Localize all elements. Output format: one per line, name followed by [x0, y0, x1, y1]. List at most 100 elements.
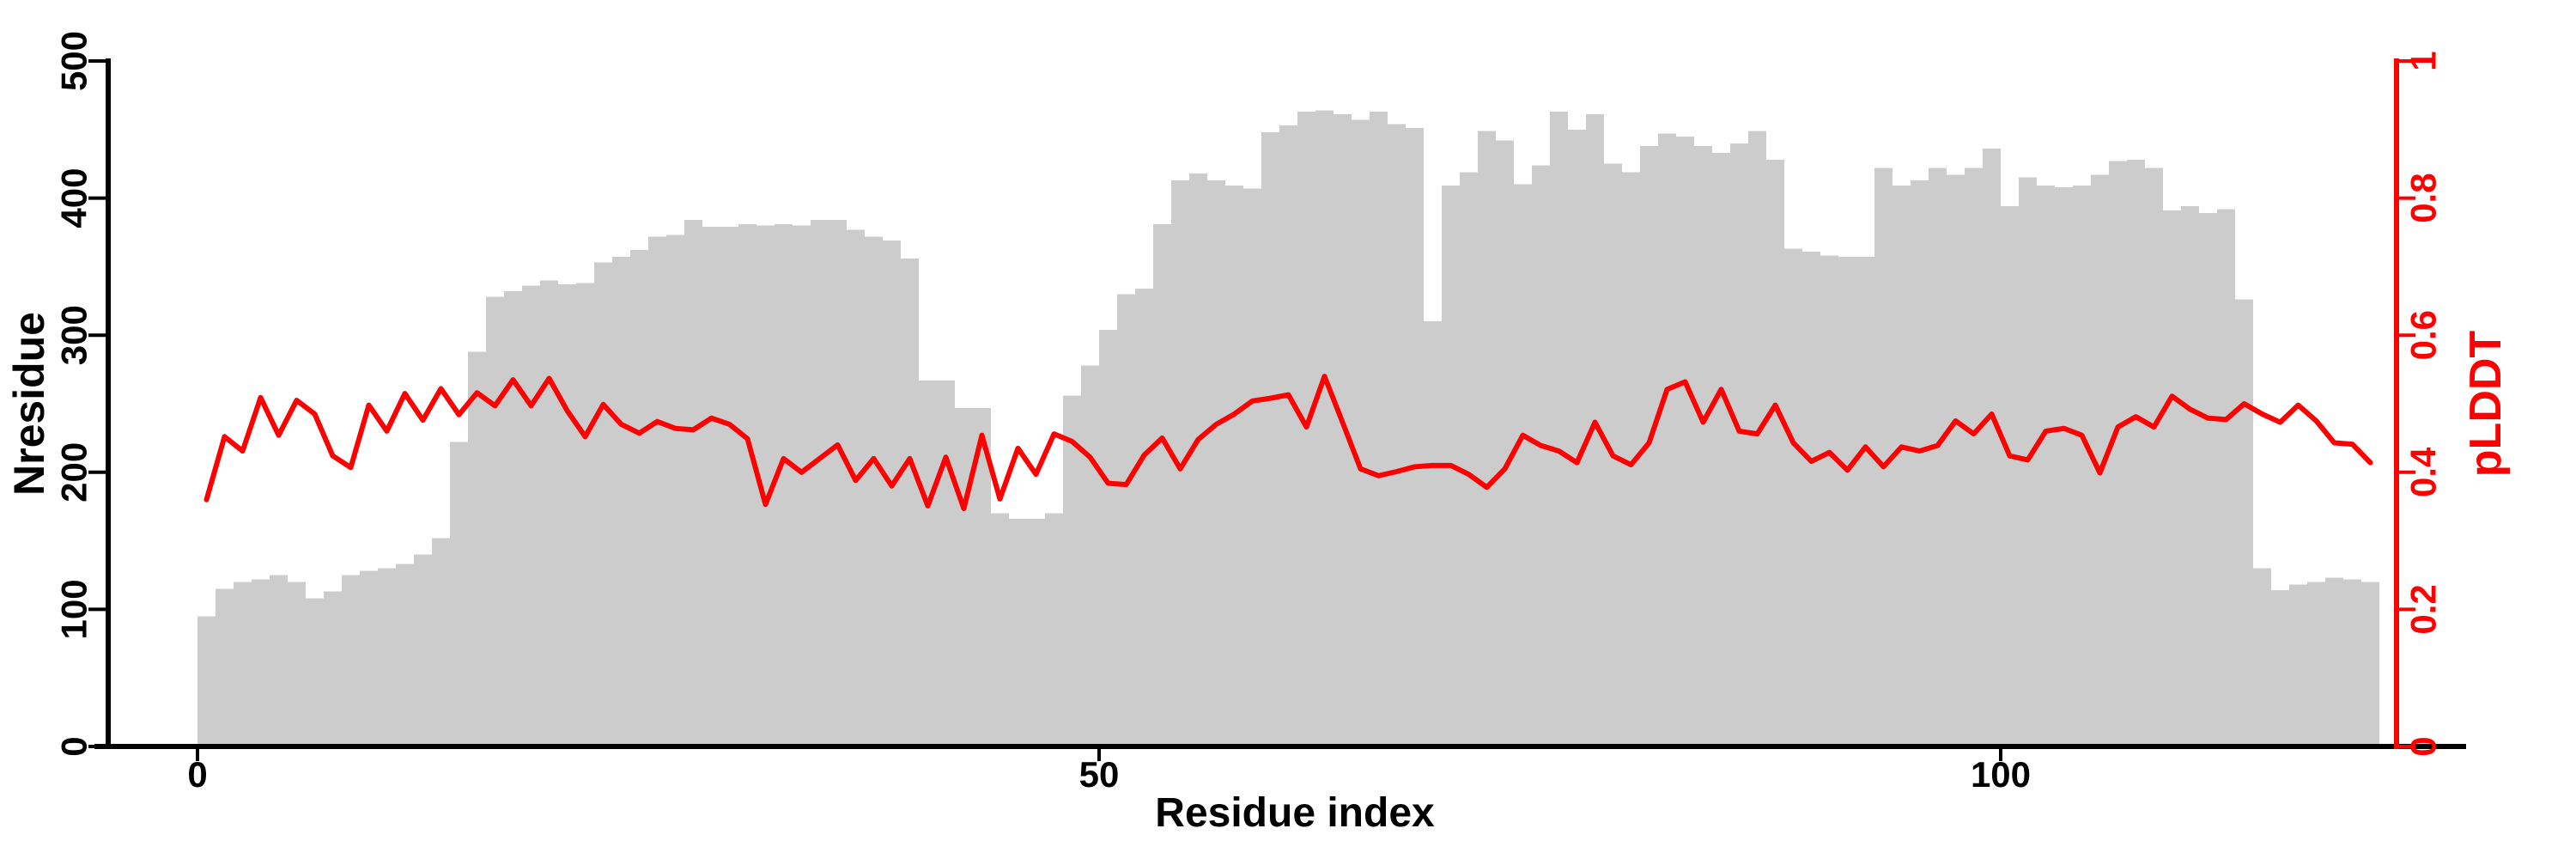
bar: [973, 407, 991, 746]
bar: [2055, 186, 2073, 746]
bar: [720, 227, 738, 747]
y-axis-right-title: pLDDT: [2461, 331, 2511, 478]
bar: [1261, 131, 1279, 746]
bar: [991, 513, 1009, 746]
y-axis-right-tick-label: 0.8: [2403, 173, 2444, 222]
bar: [1856, 257, 1874, 746]
bar: [2361, 582, 2379, 746]
y-axis-left-title: Nresidue: [5, 312, 53, 496]
bar: [793, 225, 811, 746]
bar: [1225, 186, 1243, 747]
bar: [1135, 288, 1153, 746]
x-axis-tick-label: 0: [187, 754, 207, 795]
bar: [1712, 152, 1730, 746]
bar: [2163, 210, 2181, 747]
bar: [1893, 186, 1911, 747]
bar: [1929, 168, 1947, 746]
y-axis-right-tick-label: 0: [2403, 736, 2444, 756]
y-axis-left-tick-label: 500: [54, 31, 94, 91]
bar: [1658, 133, 1676, 746]
y-axis-right-tick-label: 1: [2403, 51, 2444, 70]
bar: [612, 257, 630, 746]
x-axis: 0 50 100 Residue index: [94, 744, 2466, 836]
bar: [1965, 168, 1983, 746]
bar: [558, 284, 576, 746]
bar: [522, 285, 540, 746]
bar: [901, 258, 919, 747]
bar: [1388, 124, 1406, 746]
bar: [1532, 165, 1550, 746]
bar: [1983, 149, 2001, 747]
bar: [2343, 579, 2361, 746]
bar: [1820, 255, 1838, 747]
bar: [414, 554, 432, 746]
y-axis-left-tick-label: 200: [54, 442, 94, 503]
bar: [1460, 172, 1478, 746]
bar: [576, 283, 594, 746]
bar: [234, 582, 252, 746]
bar: [1550, 112, 1568, 746]
bar: [2181, 206, 2199, 746]
bar: [2235, 299, 2253, 747]
bar: [216, 588, 234, 746]
bar: [1730, 143, 1748, 746]
bar: [630, 250, 648, 746]
y-axis-right-tick-label: 0.6: [2403, 310, 2444, 360]
bar: [197, 616, 216, 746]
bar: [1514, 184, 1532, 746]
bar: [2325, 577, 2343, 746]
bar: [937, 380, 955, 746]
bar: [1352, 119, 1370, 747]
bar: [2145, 168, 2163, 746]
bar: [702, 227, 720, 747]
y-axis-left-tick-label: 300: [54, 305, 94, 365]
nresidue-bars: [197, 110, 2379, 747]
bar: [2253, 568, 2271, 746]
bar: [1189, 173, 1207, 746]
bar: [1171, 180, 1189, 747]
bar: [666, 235, 684, 746]
bar: [1784, 248, 1802, 747]
bar: [811, 220, 829, 746]
bar: [1802, 251, 1820, 746]
bar: [648, 236, 666, 747]
y-axis-right-tick-label: 0.2: [2403, 584, 2444, 634]
bar: [955, 407, 973, 746]
bar: [1063, 395, 1081, 746]
bar: [829, 220, 847, 746]
y-axis-right: 0 0.2 0.4 0.6 0.8 1 pLDDT: [2394, 51, 2511, 757]
bar: [1676, 136, 1694, 746]
bar: [306, 598, 324, 746]
bar: [1370, 112, 1388, 746]
bar: [1027, 519, 1045, 746]
bar: [1478, 131, 1496, 746]
bar: [2037, 186, 2055, 747]
bar: [2091, 174, 2109, 746]
plddt-line: [204, 374, 2373, 512]
bar: [378, 568, 396, 746]
bar: [342, 575, 360, 746]
bar: [450, 442, 468, 746]
bar: [468, 351, 486, 746]
bar: [1694, 145, 1712, 746]
bar: [1496, 140, 1514, 746]
bar: [1838, 257, 1856, 746]
bar: [594, 262, 612, 746]
bar: [288, 582, 306, 746]
bar: [1045, 513, 1063, 746]
bar: [1315, 110, 1334, 746]
bar: [1586, 114, 1604, 746]
bar: [1099, 329, 1117, 746]
bar: [738, 223, 756, 746]
bar: [540, 280, 558, 746]
y-axis-left-tick-label: 100: [54, 579, 94, 639]
bar: [775, 223, 793, 746]
bar: [2271, 590, 2289, 746]
bar: [1243, 188, 1261, 747]
bar: [270, 575, 288, 746]
bar: [847, 229, 865, 747]
bar: [1334, 114, 1352, 746]
y-axis-left-tick-label: 0: [54, 736, 94, 756]
